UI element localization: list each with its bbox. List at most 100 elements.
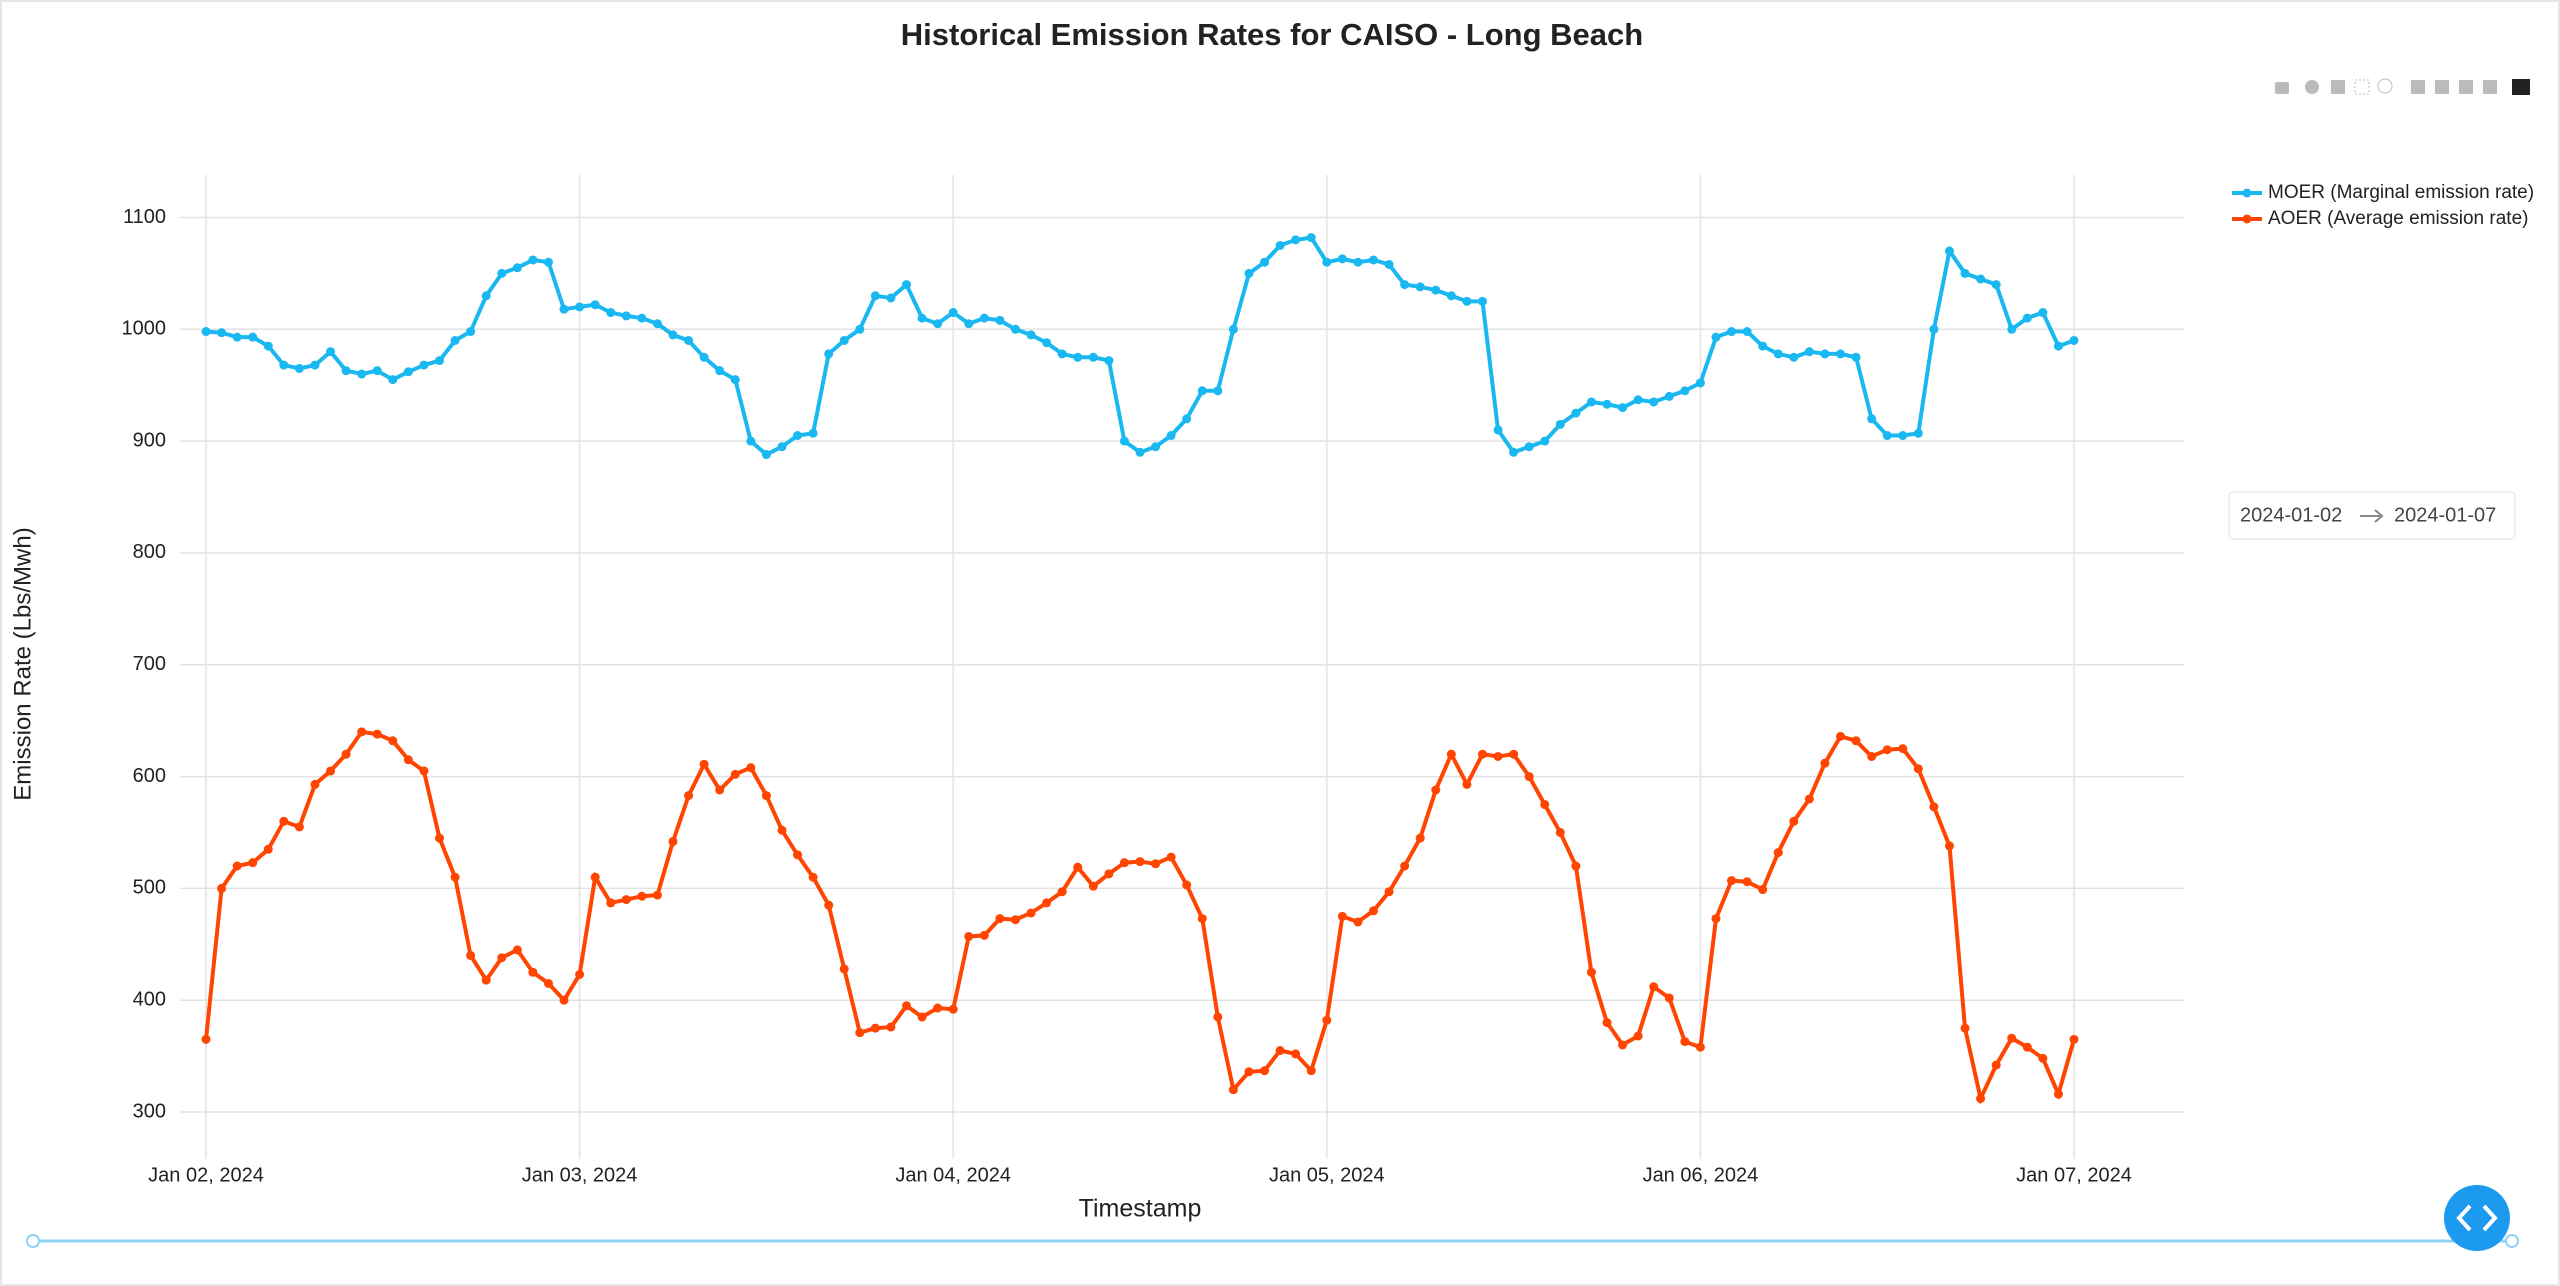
data-point [1820, 349, 1830, 359]
data-point [1135, 857, 1145, 867]
data-point [1898, 744, 1908, 754]
range-end[interactable]: 2024-01-07 [2394, 504, 2496, 526]
data-point [870, 291, 880, 301]
data-point [481, 975, 491, 985]
data-point [1976, 1094, 1986, 1104]
data-point [217, 328, 227, 338]
data-point [1446, 291, 1456, 301]
data-point [1524, 772, 1534, 782]
data-point [917, 313, 927, 323]
lasso-icon[interactable] [2377, 78, 2393, 94]
data-point [1462, 296, 1472, 306]
data-point [279, 360, 289, 370]
data-point [1586, 967, 1596, 977]
data-point [1929, 802, 1939, 812]
data-point [2069, 1034, 2079, 1044]
data-point [1540, 436, 1550, 446]
data-point [1555, 827, 1565, 837]
data-point [1851, 352, 1861, 362]
data-point [1493, 425, 1503, 435]
data-point [341, 749, 351, 759]
data-point [1524, 442, 1534, 452]
x-tick-label: Jan 06, 2024 [1643, 1164, 1759, 1186]
data-point [1384, 259, 1394, 269]
data-point [2007, 324, 2017, 334]
data-point [419, 360, 429, 370]
x-tick-label: Jan 03, 2024 [522, 1164, 638, 1186]
data-point [279, 816, 289, 826]
data-point [746, 436, 756, 446]
data-point [777, 442, 787, 452]
data-point [808, 872, 818, 882]
data-point [1166, 852, 1176, 862]
autoscale-icon[interactable] [2459, 80, 2473, 94]
plotly-logo[interactable] [2512, 79, 2530, 95]
data-point [933, 319, 943, 329]
data-point [1540, 800, 1550, 810]
reset-icon[interactable] [2483, 80, 2497, 94]
data-point [1773, 349, 1783, 359]
data-point [668, 836, 678, 846]
data-point [1929, 324, 1939, 334]
data-point [559, 304, 569, 314]
data-point [450, 872, 460, 882]
data-point [1820, 758, 1830, 768]
data-point [1337, 911, 1347, 921]
toolbar [2275, 78, 2530, 95]
data-point [1151, 442, 1161, 452]
series-line [205, 235, 2075, 457]
pan-icon[interactable] [2331, 80, 2345, 94]
x-axis-label: Timestamp [1079, 1195, 1202, 1223]
data-point [1711, 914, 1721, 924]
data-point [1104, 869, 1114, 879]
data-point [839, 964, 849, 974]
data-point [1695, 1042, 1705, 1052]
data-point [1960, 268, 1970, 278]
data-point [1415, 282, 1425, 292]
zoom-out-icon[interactable] [2435, 80, 2449, 94]
data-point [1758, 885, 1768, 895]
data-point [263, 844, 273, 854]
data-point [1742, 327, 1752, 337]
series-line [204, 729, 2076, 1105]
data-point [746, 763, 756, 773]
data-point [201, 1034, 211, 1044]
box-select-icon[interactable] [2354, 79, 2370, 95]
slider-handle[interactable] [26, 1234, 40, 1248]
data-point [902, 1001, 911, 1011]
data-point [902, 280, 911, 290]
data-point [1944, 246, 1954, 256]
data-point [637, 313, 647, 323]
data-point [1135, 447, 1145, 457]
y-tick-label: 300 [133, 1100, 166, 1122]
x-tick-label: Jan 04, 2024 [895, 1164, 1011, 1186]
data-point [543, 257, 553, 267]
x-tick-label: Jan 05, 2024 [1269, 1164, 1385, 1186]
data-point [1151, 859, 1161, 869]
data-point [590, 872, 600, 882]
data-point [1571, 861, 1581, 871]
data-point [1197, 914, 1207, 924]
zoom-in-icon[interactable] [2411, 80, 2425, 94]
camera-icon[interactable] [2275, 82, 2289, 94]
code-button[interactable] [2444, 1185, 2510, 1251]
data-point [948, 1004, 958, 1014]
data-point [668, 330, 678, 340]
zoom-icon[interactable] [2305, 80, 2319, 94]
data-point [1213, 1012, 1223, 1022]
range-start[interactable]: 2024-01-02 [2240, 504, 2342, 526]
data-point [2022, 313, 2032, 323]
data-point [1882, 431, 1892, 441]
data-point [684, 791, 694, 801]
data-point [964, 319, 974, 329]
data-point [870, 1023, 880, 1033]
slider-handle[interactable] [2505, 1234, 2519, 1248]
date-range-picker[interactable]: 2024-01-02 2024-01-07 [2228, 491, 2516, 540]
data-point [1571, 408, 1581, 418]
data-point [652, 890, 662, 900]
data-point [1010, 915, 1020, 925]
data-point [1166, 431, 1176, 441]
chart-title: Historical Emission Rates for CAISO - Lo… [901, 17, 1643, 52]
